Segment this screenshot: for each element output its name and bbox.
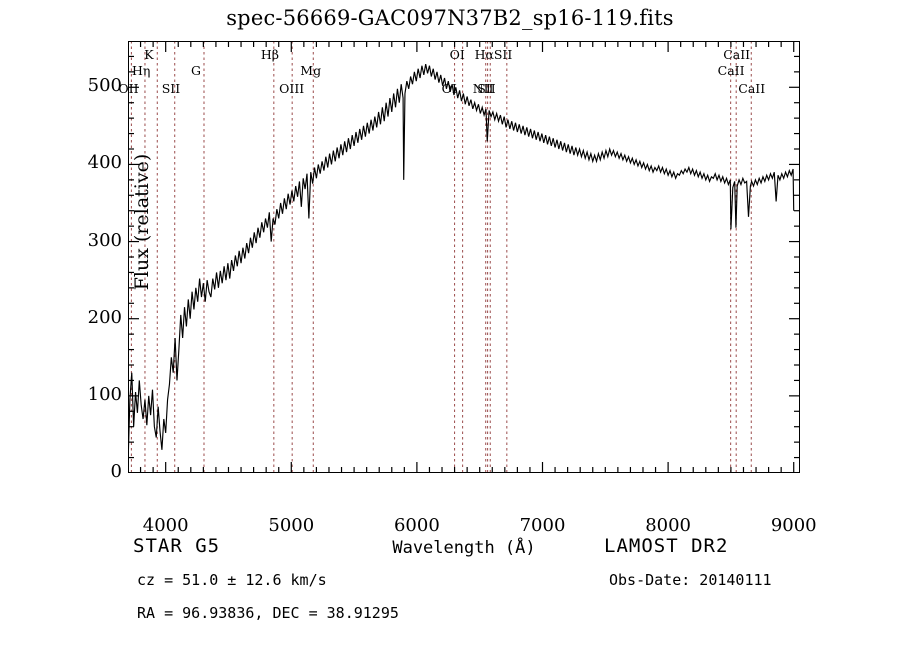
line-label-caii: CaII: [738, 81, 766, 96]
y-tick-label: 200: [87, 306, 122, 328]
line-label-oii: OII: [118, 81, 139, 96]
x-axis-label: Wavelength (Å): [392, 538, 536, 558]
line-label-sii: SII: [493, 47, 513, 62]
y-axis-label: Flux (relative): [131, 153, 153, 291]
plot-frame: [128, 41, 800, 473]
page-title: spec-56669-GAC097N37B2_sp16-119.fits: [226, 6, 674, 30]
cz-value: cz = 51.0 ± 12.6 km/s: [137, 571, 327, 589]
x-tick-label: 4000: [142, 515, 189, 536]
line-label-hβ: Hβ: [260, 47, 279, 62]
line-label-sii: SII: [161, 81, 181, 96]
y-tick-label: 0: [110, 461, 122, 482]
y-tick-label: 100: [87, 383, 122, 405]
y-tick-label: 300: [87, 229, 122, 251]
object-type: STAR G5: [133, 535, 221, 557]
x-tick-label: 8000: [645, 515, 692, 536]
line-label-oi: OI: [441, 81, 457, 96]
line-label-nii: NII: [472, 81, 494, 96]
x-tick-label: 9000: [770, 515, 817, 536]
line-label-sii: SII: [477, 81, 496, 96]
line-label-oiii: OIII: [279, 81, 305, 96]
line-label-mg: Mg: [300, 63, 322, 78]
line-label-hα: Hα: [474, 47, 494, 62]
x-tick-label: 5000: [268, 515, 315, 536]
line-label-caii: CaII: [717, 63, 745, 78]
spectrum-trace: [128, 64, 795, 466]
y-tick-label: 400: [87, 152, 122, 174]
line-label-hη: Hη: [131, 63, 151, 78]
line-label-oi: OI: [449, 47, 465, 62]
x-tick-label: 6000: [393, 515, 440, 536]
coordinates: RA = 96.93836, DEC = 38.91295: [137, 604, 399, 622]
axis-ticks: [128, 41, 800, 473]
plot-area: 0 100 200 300 400 500 4000 5000 6000 7000 8000 900…: [88, 41, 817, 558]
x-tick-label: 7000: [519, 515, 566, 536]
survey-name: LAMOST DR2: [604, 535, 729, 557]
obs-date: Obs-Date: 20140111: [609, 571, 772, 589]
line-label-k: K: [144, 47, 154, 62]
line-label-g: G: [190, 63, 201, 78]
y-tick-label: 500: [87, 75, 122, 97]
line-label-caii: CaII: [723, 47, 751, 62]
spectrum-canvas: [128, 41, 800, 473]
